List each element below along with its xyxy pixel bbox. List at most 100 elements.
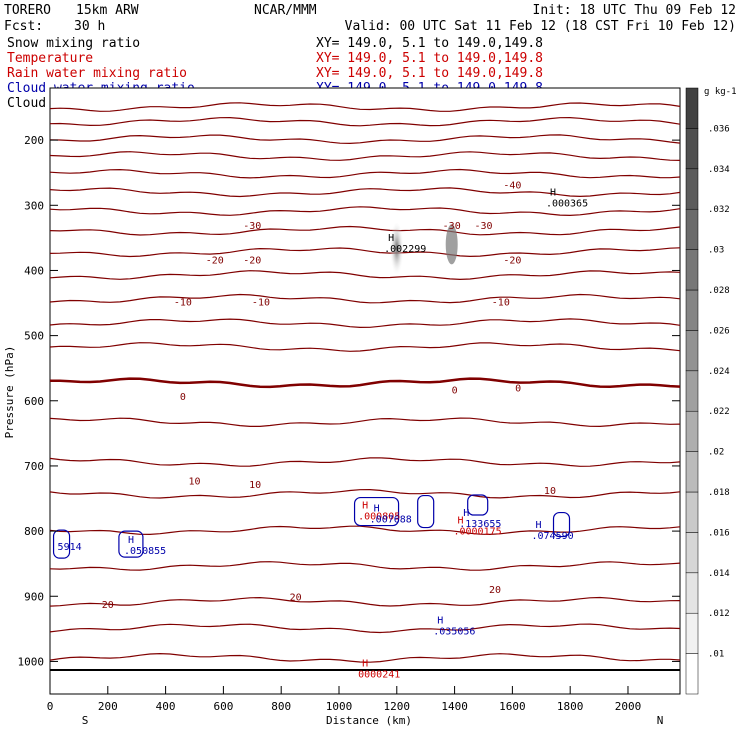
temperature-contour-label: -30 bbox=[443, 221, 461, 232]
colorbar-label: .018 bbox=[708, 488, 730, 498]
temperature-contour-label: -30 bbox=[474, 221, 492, 232]
x-axis: 0 200 400 600 800 1000 1200 1400 1600 1800 2000 bbox=[47, 686, 642, 713]
colorbar-segment bbox=[685, 128, 699, 170]
max-marker-h: H bbox=[362, 659, 368, 670]
temperature-contour-line bbox=[49, 318, 681, 329]
max-value-label: 0000241 bbox=[358, 670, 400, 681]
y-tick-label: 600 bbox=[24, 395, 44, 408]
colorbar-segment bbox=[685, 572, 699, 614]
cloud-water-contour bbox=[467, 494, 489, 516]
y-tick-label: 1000 bbox=[18, 655, 45, 668]
x-tick-label: 400 bbox=[156, 700, 176, 713]
colorbar-label: .02 bbox=[708, 448, 724, 458]
init-time: Init: 18 UTC Thu 09 Feb 12 bbox=[533, 3, 737, 18]
colorbar-segment bbox=[685, 87, 699, 129]
max-marker-h: H bbox=[388, 233, 394, 244]
max-marker-h: H bbox=[374, 504, 380, 515]
temperature-contour-line bbox=[49, 206, 681, 217]
valid-time: Valid: 00 UTC Sat 11 Feb 12 (18 CST Fri … bbox=[345, 19, 736, 34]
temperature-contour-label: 0 bbox=[180, 392, 186, 403]
max-marker-h: H bbox=[550, 188, 556, 199]
model-resolution: 15km ARW bbox=[76, 3, 139, 18]
max-value-label: .074590 bbox=[532, 531, 574, 542]
y-tick-label: 900 bbox=[24, 590, 44, 603]
temperature-contour-label: -30 bbox=[243, 221, 261, 232]
max-value-label: .035056 bbox=[433, 627, 475, 638]
max-value-label: .002299 bbox=[384, 244, 426, 255]
field-xy-range: XY= 149.0, 5.1 to 149.0,149.8 bbox=[316, 36, 543, 51]
temperature-contour-label: 20 bbox=[489, 585, 501, 596]
cloud-water-contours bbox=[52, 494, 571, 559]
colorbar-label: .026 bbox=[708, 326, 730, 336]
temperature-contour-label: -20 bbox=[503, 255, 521, 266]
colorbar-label: .034 bbox=[708, 165, 730, 175]
max-value-label: 5914 bbox=[58, 542, 82, 553]
max-value-label: .000805 bbox=[358, 511, 400, 522]
x-tick-label: 2000 bbox=[615, 700, 642, 713]
colorbar: .01 .012 .014 .016 .018 .02 .022 .024 .026 .028 .0… bbox=[685, 87, 737, 695]
temperature-contour-line bbox=[49, 270, 681, 281]
field-name: Temperature bbox=[7, 51, 93, 66]
temperature-contour-line bbox=[49, 488, 681, 499]
field-name: Rain water mixing ratio bbox=[7, 66, 187, 81]
cloud-water-contour bbox=[417, 494, 435, 529]
max-labels: H.000365H.002299H.000805H.007688H.133655… bbox=[58, 188, 589, 681]
cloud-water-contour bbox=[118, 530, 144, 558]
ice-shading-core bbox=[445, 224, 458, 265]
temperature-contour-line bbox=[49, 225, 681, 236]
temperature-contour-line bbox=[49, 187, 681, 198]
colorbar-segment bbox=[685, 451, 699, 493]
temperature-contour-line bbox=[49, 525, 681, 536]
colorbar-label: .036 bbox=[708, 124, 730, 134]
y-tick-label: 800 bbox=[24, 525, 44, 538]
colorbar-label: .03 bbox=[708, 246, 724, 256]
x-tick-label: 1400 bbox=[441, 700, 468, 713]
colorbar-segment bbox=[685, 410, 699, 452]
forecast-label: Fcst: bbox=[4, 19, 43, 34]
colorbar-label: .01 bbox=[708, 650, 724, 660]
colorbar-label: .032 bbox=[708, 205, 730, 215]
max-value-label: .0000175 bbox=[453, 526, 501, 537]
cloud-water-contour bbox=[52, 529, 71, 559]
x-tick-label: 600 bbox=[213, 700, 233, 713]
model-name: TORERO bbox=[4, 3, 51, 18]
temperature-contour-line bbox=[49, 417, 681, 428]
temperature-contour-line bbox=[49, 457, 681, 467]
colorbar-unit: g kg-1 bbox=[704, 87, 737, 97]
temperature-contour-label: 0 bbox=[452, 386, 458, 397]
colorbar-label: .016 bbox=[708, 528, 730, 538]
temperature-contour-line bbox=[49, 293, 681, 304]
colorbar-label: .014 bbox=[708, 569, 730, 579]
colorbar-segment bbox=[685, 249, 699, 291]
colorbar-segment bbox=[685, 612, 699, 654]
max-marker-h: H bbox=[128, 535, 134, 546]
forecast-hours: 30 h bbox=[74, 19, 105, 34]
org-name: NCAR/MMM bbox=[254, 3, 317, 18]
temperature-contour-label: 10 bbox=[188, 476, 200, 487]
y-tick-label: 700 bbox=[24, 460, 44, 473]
colorbar-segment bbox=[685, 653, 699, 695]
max-marker-h: H bbox=[362, 500, 368, 511]
temperature-contour-line bbox=[49, 151, 681, 161]
temperature-contour-line bbox=[49, 168, 681, 179]
y-tick-label: 200 bbox=[24, 134, 44, 147]
x-tick-label: 1200 bbox=[384, 700, 411, 713]
x-tick-label: 1600 bbox=[499, 700, 526, 713]
x-tick-label: 1800 bbox=[557, 700, 584, 713]
temperature-contour-line bbox=[49, 623, 681, 634]
max-value-label: .050855 bbox=[124, 546, 166, 557]
x-tick-label: 1000 bbox=[326, 700, 353, 713]
x-end-label-north: N bbox=[657, 714, 664, 727]
temperature-contour-line bbox=[49, 247, 681, 258]
colorbar-segment bbox=[685, 491, 699, 533]
colorbar-label: .024 bbox=[708, 367, 730, 377]
y-tick-label: 400 bbox=[24, 264, 44, 277]
field-xy-range: XY= 149.0, 5.1 to 149.0,149.8 bbox=[316, 66, 543, 81]
temperature-contour-label: 10 bbox=[249, 480, 261, 491]
y-axis-label: Pressure (hPa) bbox=[3, 346, 16, 439]
temperature-contour-label: -10 bbox=[174, 298, 192, 309]
field-xy-range: XY= 149.0, 5.1 to 149.0,149.8 bbox=[316, 51, 543, 66]
header: TORERO 15km ARW NCAR/MMM Init: 18 UTC Th… bbox=[4, 3, 736, 34]
y-tick-label: 300 bbox=[24, 199, 44, 212]
